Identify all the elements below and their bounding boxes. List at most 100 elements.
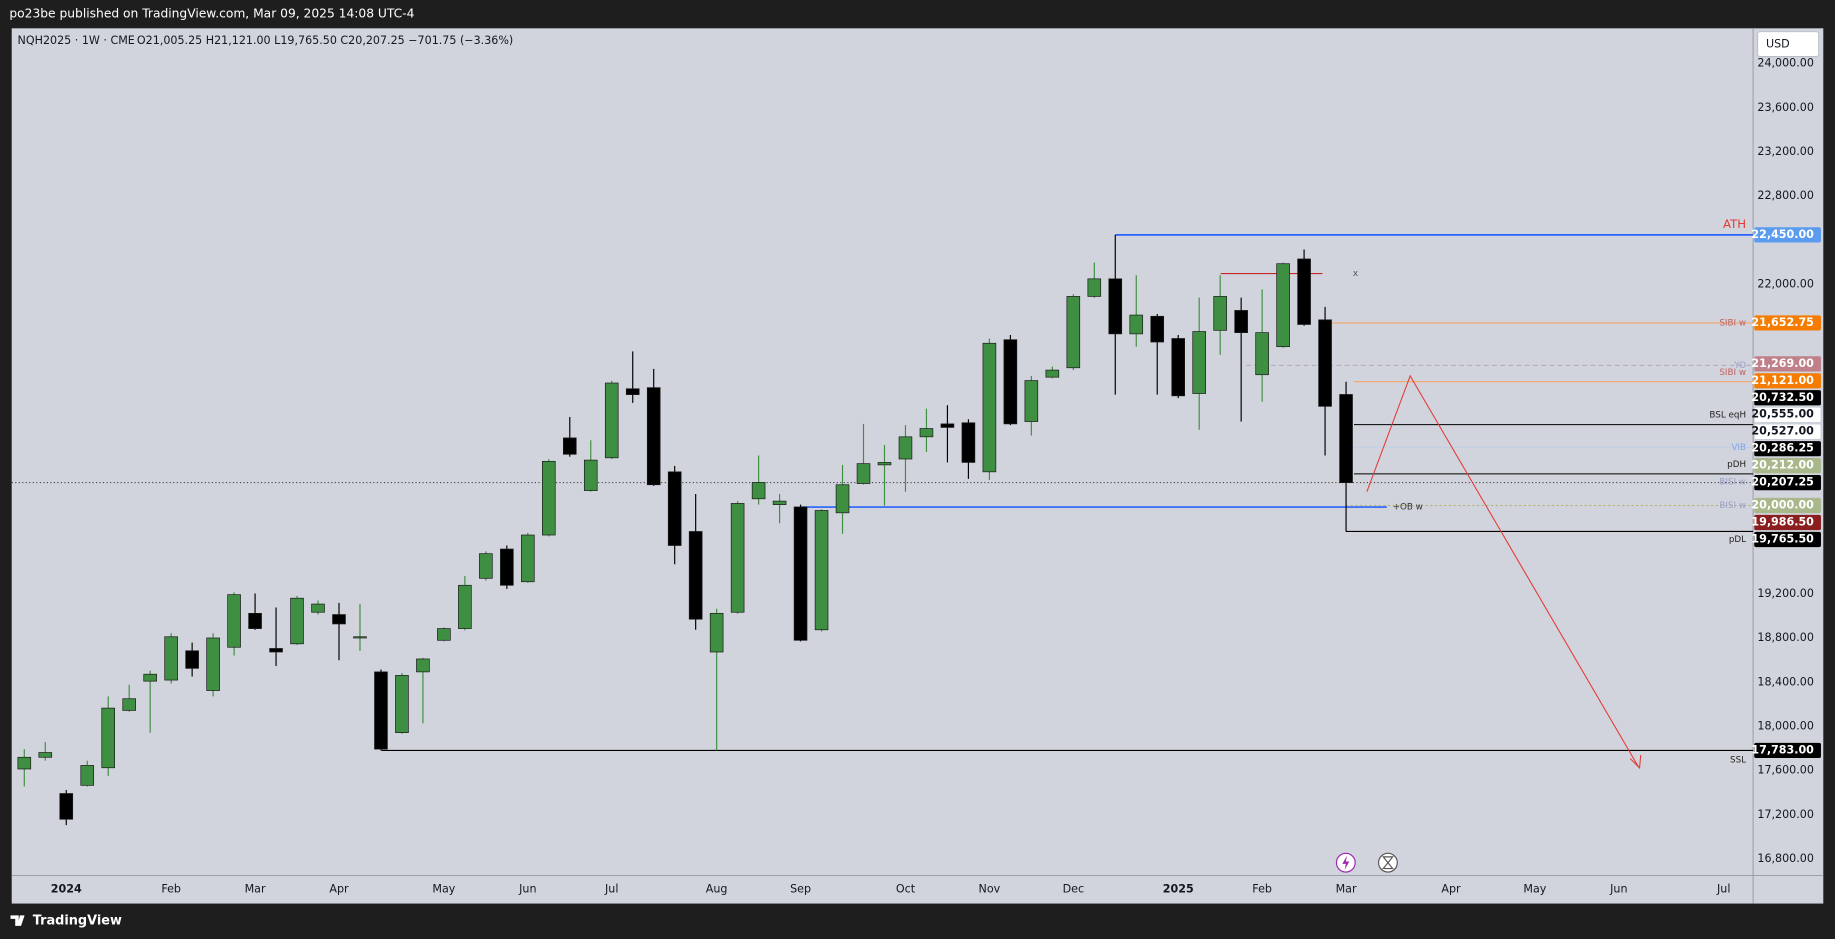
y-tick-label: 18,400.00 [1757,675,1814,688]
candle-body [80,765,95,786]
price-label-box [1754,356,1821,372]
candle-body [898,436,913,460]
candle-body [374,671,388,750]
candle-body [101,707,116,769]
candle-body [772,500,787,505]
price-label-box [1754,514,1821,531]
price-label: 20,207.25 [1751,476,1814,489]
price-label: 20,000.00 [1751,499,1814,512]
price-label: 20,527.00 [1751,425,1814,438]
candle-body [458,584,472,629]
x-tick-label: Sep [790,883,811,896]
candle-body [625,388,640,395]
level-name: BSL eqH [1709,411,1746,421]
projection-arrow [1366,374,1639,768]
y-tick-label: 17,600.00 [1757,764,1814,777]
candle-body [1087,278,1102,297]
x-tick-label: Dec [1063,883,1085,896]
candle-body [1276,263,1290,348]
level-name: SIBI w [1719,318,1746,328]
candle-body [604,382,619,459]
symbol: NQH2025 · 1W · CME [18,34,135,47]
candle-body [1108,278,1123,335]
candle-body [479,553,493,579]
level-name: YO [1733,361,1746,371]
price-label-box [1754,441,1821,457]
price-label-box [1754,390,1821,406]
y-tick-label: 24,000.00 [1757,57,1814,70]
candle-body [688,531,703,620]
y-tick-label: 17,200.00 [1757,808,1814,821]
candle-body [667,471,682,546]
level-name: +OB w [1393,503,1423,513]
arrow-head [1629,755,1642,770]
y-tick-label: 23,600.00 [1757,101,1814,114]
x-tick-label: 2024 [51,883,82,896]
price-label-box [1754,315,1821,331]
candle-body [437,628,451,641]
candle-body [416,658,430,673]
candle-body [1024,380,1039,422]
currency-box[interactable] [1757,31,1819,57]
price-label: 21,269.00 [1751,357,1814,370]
y-tick-label: 18,000.00 [1757,719,1814,732]
candle-body [1129,314,1144,335]
candle-body [1318,319,1332,407]
level-name: SSL [1730,755,1746,765]
candle-body [1171,338,1186,397]
level-name: x [1353,269,1358,279]
candle-body [206,637,220,691]
x-tick-label: 2025 [1163,883,1194,896]
price-label: 20,212.00 [1751,459,1814,472]
candle-body [961,422,976,463]
y-tick-label: 19,200.00 [1757,587,1814,600]
brand: TradingView [33,914,122,929]
candle-body [1234,310,1248,333]
y-tick-label: 18,800.00 [1757,631,1814,644]
price-label-box [1753,423,1822,440]
currency: USD [1766,38,1790,51]
price-label-box [1754,458,1821,474]
price-label: 21,121.00 [1751,374,1814,387]
candle-body [500,548,514,586]
candle-body [1339,394,1353,483]
x-tick-label: May [1523,883,1546,896]
candle-body [646,387,661,486]
price-label: 20,555.00 [1751,408,1814,421]
candle-body [353,636,367,639]
candle-body [143,673,157,682]
candle-body [1003,339,1018,425]
x-tick-label: Apr [1441,883,1461,896]
candle-body [17,756,32,770]
candle-body [269,648,283,653]
candle-body [59,793,74,820]
candle-body [835,484,850,514]
candle-body [521,534,535,583]
price-label: 19,986.50 [1751,515,1814,528]
x-tick-label: Mar [1336,883,1357,896]
candle-body [1213,296,1227,331]
candle-body [185,650,199,669]
x-tick-label: Jul [604,883,618,896]
hourglass [1382,856,1394,870]
price-label: 21,652.75 [1751,316,1814,329]
ohlc-text: O21,005.25 H21,121.00 L19,765.50 C20,207… [137,34,513,47]
candle-body [227,594,241,648]
publisher: po23be published on TradingView.com, Mar… [9,7,414,21]
level-name: BISI w [1719,501,1746,511]
price-label-box [1754,475,1821,491]
candle-body [562,437,577,455]
price-label: 22,450.00 [1751,228,1814,241]
y-tick-label: 16,800.00 [1757,852,1814,865]
candle-body [1150,315,1165,343]
candle-body [542,460,556,536]
level-name: VIB [1731,443,1746,453]
logo [10,915,25,926]
price-label-box [1753,406,1822,423]
price-label-box [1754,742,1821,759]
x-tick-label: Oct [896,883,916,896]
candle-body [122,698,136,711]
x-tick-label: Apr [329,883,349,896]
